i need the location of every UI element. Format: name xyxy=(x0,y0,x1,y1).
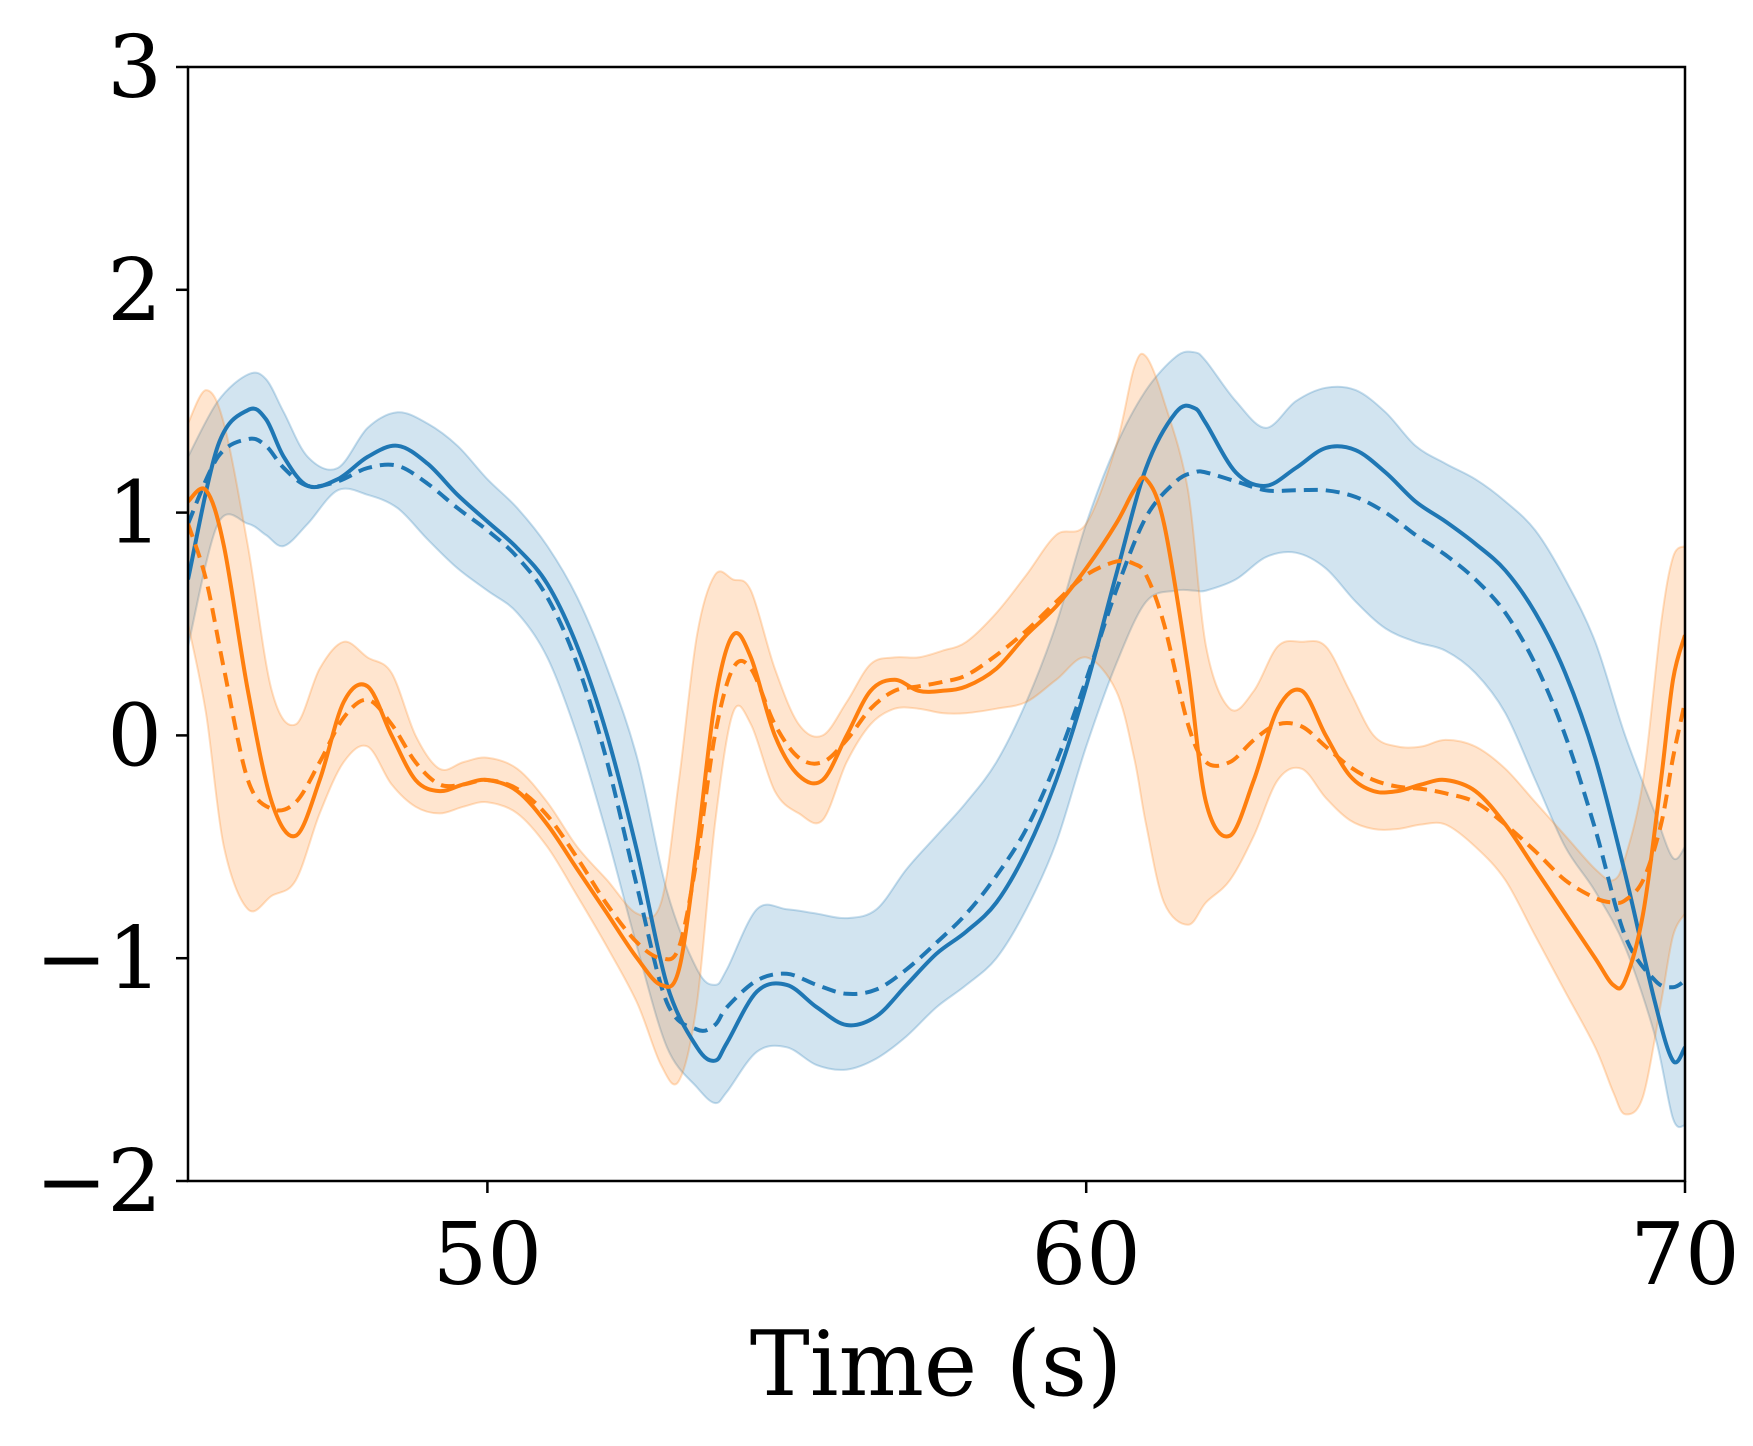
x-tick-label: 50 xyxy=(433,1205,542,1305)
confidence-bands xyxy=(188,350,1685,1129)
y-tick-label: 2 xyxy=(107,241,162,341)
series-lines xyxy=(188,403,1685,1065)
axis-ticks xyxy=(176,65,1687,1193)
blue-band xyxy=(188,350,1685,1129)
y-tick-label: 3 xyxy=(107,18,162,118)
orange-solid-line xyxy=(188,475,1685,991)
x-tick-label: 70 xyxy=(1630,1205,1739,1305)
y-tick-label: 1 xyxy=(107,464,162,564)
tick-labels: 50 60 70 −2 −1 0 1 2 3 xyxy=(35,18,1740,1305)
plot-frame xyxy=(186,65,1687,1183)
blue-solid-line xyxy=(188,403,1685,1065)
x-axis-label: Time (s) xyxy=(750,1312,1122,1417)
blue-dashed-line xyxy=(188,436,1685,1033)
orange-band xyxy=(188,352,1685,1116)
orange-dashed-line xyxy=(188,523,1685,962)
y-tick-label: 0 xyxy=(107,686,162,786)
y-tick-label: −1 xyxy=(35,909,162,1009)
y-tick-label: −2 xyxy=(35,1132,162,1232)
x-tick-label: 60 xyxy=(1031,1205,1140,1305)
